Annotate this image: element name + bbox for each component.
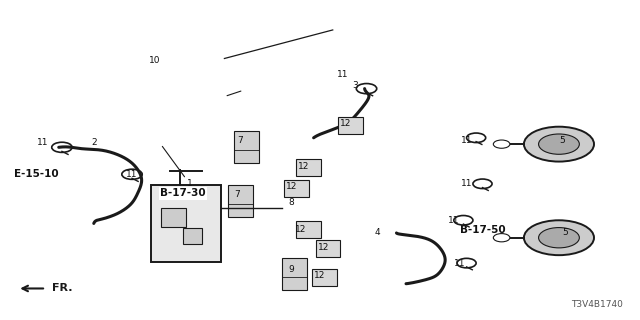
Circle shape — [524, 220, 594, 255]
Text: B-17-50: B-17-50 — [460, 225, 506, 235]
Text: 12: 12 — [317, 243, 329, 252]
Text: 11: 11 — [337, 70, 348, 79]
Text: E-15-10: E-15-10 — [14, 169, 59, 179]
Text: 12: 12 — [340, 119, 351, 128]
FancyBboxPatch shape — [183, 228, 202, 244]
Text: 11: 11 — [454, 259, 466, 268]
Text: 12: 12 — [314, 271, 326, 280]
FancyBboxPatch shape — [338, 116, 363, 134]
Text: 1: 1 — [186, 179, 192, 188]
Text: 11: 11 — [37, 138, 49, 147]
FancyBboxPatch shape — [234, 132, 259, 163]
Text: B-17-30: B-17-30 — [160, 188, 206, 198]
FancyBboxPatch shape — [296, 159, 321, 177]
Text: 5: 5 — [559, 136, 565, 146]
Text: T3V4B1740: T3V4B1740 — [571, 300, 623, 309]
Text: 7: 7 — [237, 136, 243, 146]
Circle shape — [539, 228, 579, 248]
FancyBboxPatch shape — [151, 185, 221, 261]
FancyBboxPatch shape — [284, 180, 308, 197]
Text: 4: 4 — [374, 228, 380, 237]
Text: FR.: FR. — [52, 284, 73, 293]
Circle shape — [493, 234, 510, 242]
Text: 3: 3 — [352, 81, 358, 90]
Text: 11: 11 — [126, 170, 138, 179]
Circle shape — [539, 134, 579, 154]
Text: 8: 8 — [289, 198, 294, 207]
Text: 12: 12 — [295, 225, 307, 234]
Text: 7: 7 — [234, 190, 240, 199]
FancyBboxPatch shape — [282, 258, 307, 290]
FancyBboxPatch shape — [161, 208, 186, 227]
FancyBboxPatch shape — [296, 221, 321, 238]
Text: 10: 10 — [148, 56, 160, 65]
Text: 5: 5 — [563, 228, 568, 237]
Text: 2: 2 — [91, 138, 97, 147]
Circle shape — [493, 140, 510, 148]
Text: 12: 12 — [285, 182, 297, 191]
Circle shape — [524, 127, 594, 162]
FancyBboxPatch shape — [228, 185, 253, 217]
Text: 12: 12 — [298, 162, 310, 171]
FancyBboxPatch shape — [312, 269, 337, 286]
FancyBboxPatch shape — [316, 240, 340, 257]
Text: 11: 11 — [448, 216, 460, 225]
Text: 11: 11 — [461, 179, 472, 188]
Text: 11: 11 — [461, 136, 472, 146]
Text: 9: 9 — [289, 265, 294, 274]
